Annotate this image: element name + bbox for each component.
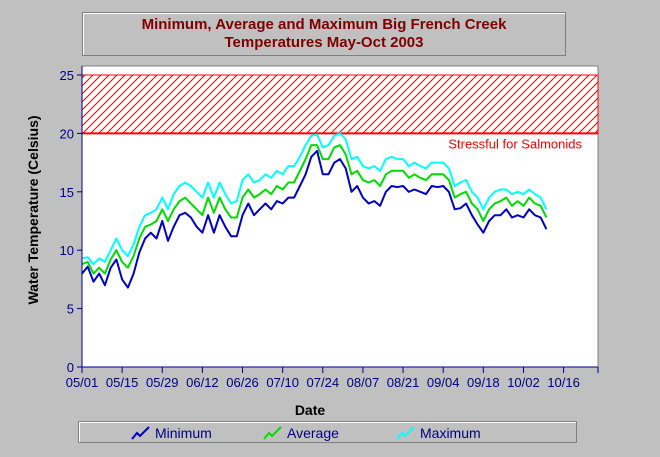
chart-title-line-1: Minimum, Average and Maximum Big French …: [141, 16, 507, 33]
x-tick-label: 08/21: [387, 375, 420, 390]
x-tick-label: 06/12: [186, 375, 219, 390]
x-tick-label: 05/29: [146, 375, 179, 390]
legend-swatch-minimum: [131, 426, 150, 440]
threshold-label: Stressful for Salmonids: [448, 136, 582, 151]
y-axis-label: Water Temperature (Celsius): [25, 115, 41, 304]
chart-title-line-2: Temperatures May-Oct 2003: [224, 34, 424, 51]
y-tick-label: 0: [67, 360, 74, 375]
y-tick-label: 15: [60, 185, 74, 200]
x-tick-label: 09/04: [427, 375, 460, 390]
x-tick-label: 07/10: [266, 375, 299, 390]
x-tick-label: 05/01: [66, 375, 99, 390]
series-line-minimum: [81, 149, 548, 289]
legend-swatch-average: [263, 426, 282, 440]
series-line-average: [81, 144, 548, 275]
y-tick-label: 10: [60, 243, 74, 258]
x-tick-label: 08/07: [347, 375, 380, 390]
series-line-maximum: [81, 132, 548, 266]
chart-title: Minimum, Average and Maximum Big French …: [82, 12, 566, 56]
x-tick-label: 09/18: [467, 375, 500, 390]
x-tick-label: 05/15: [106, 375, 139, 390]
legend-label-minimum: Minimum: [155, 425, 212, 441]
x-tick-label: 07/24: [307, 375, 340, 390]
legend-label-maximum: Maximum: [420, 425, 481, 441]
legend-label-average: Average: [287, 425, 339, 441]
y-tick-label: 20: [60, 126, 74, 141]
legend-swatch-maximum: [396, 426, 415, 440]
x-axis-label: Date: [295, 402, 326, 418]
x-tick-label: 06/26: [226, 375, 259, 390]
x-tick-label: 10/02: [507, 375, 540, 390]
y-tick-label: 5: [67, 302, 74, 317]
legend: Minimum Average Maximum: [78, 421, 577, 443]
y-tick-label: 25: [60, 68, 74, 83]
x-tick-label: 10/16: [547, 375, 580, 390]
threshold-band: [81, 74, 599, 134]
